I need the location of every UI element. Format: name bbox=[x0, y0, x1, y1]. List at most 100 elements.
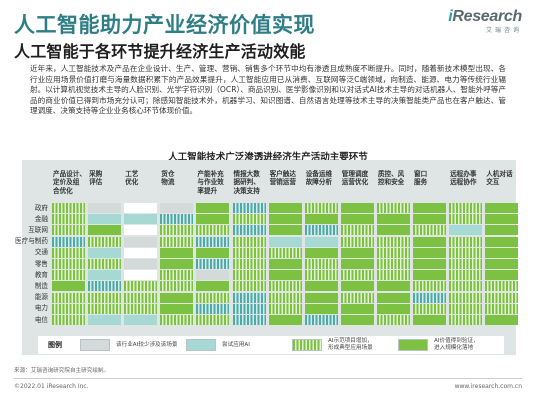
matrix-cell bbox=[160, 270, 194, 281]
matrix-cell bbox=[160, 247, 194, 258]
matrix-cell bbox=[232, 315, 266, 325]
matrix-cell bbox=[449, 292, 483, 303]
row-label: 金融 bbox=[34, 214, 48, 223]
column-header: 情报大数 据研判、 决策支持 bbox=[234, 170, 260, 195]
matrix-cell bbox=[413, 315, 446, 325]
footer-divider bbox=[14, 378, 522, 379]
matrix-cell bbox=[413, 247, 446, 258]
matrix-cell bbox=[340, 236, 374, 247]
matrix-cell bbox=[485, 281, 519, 292]
legend-swatch bbox=[80, 339, 110, 351]
matrix-cell bbox=[232, 225, 266, 236]
matrix-cell bbox=[449, 203, 483, 213]
matrix-cell bbox=[88, 236, 122, 247]
matrix-cell bbox=[485, 270, 519, 281]
matrix-cell bbox=[449, 259, 483, 269]
legend-swatch bbox=[292, 339, 322, 351]
matrix-cell bbox=[304, 292, 338, 303]
matrix-cell bbox=[376, 225, 410, 236]
matrix-cell bbox=[268, 236, 302, 247]
column-header: 工艺 优化 bbox=[125, 170, 138, 187]
matrix-cell bbox=[304, 259, 338, 269]
column-header-line: 控和安全 bbox=[377, 178, 405, 187]
matrix-cell bbox=[304, 214, 338, 225]
matrix-cell bbox=[376, 292, 410, 303]
matrix-cell bbox=[88, 214, 122, 225]
matrix-cell bbox=[196, 247, 230, 258]
matrix-cell bbox=[52, 292, 85, 303]
logo-i: i bbox=[448, 8, 453, 25]
chart-title: 人工智能技术广泛渗透进经济生产活动主要环节 bbox=[168, 152, 368, 163]
matrix-cell bbox=[160, 203, 194, 213]
matrix-cell bbox=[376, 259, 410, 269]
matrix-cell bbox=[340, 315, 374, 325]
matrix-cell bbox=[268, 292, 302, 303]
matrix-cell bbox=[304, 315, 338, 325]
column-header: 产能补充 与作业效 率提升 bbox=[197, 170, 223, 195]
matrix-cell bbox=[413, 270, 446, 281]
matrix-cell bbox=[232, 292, 266, 303]
row-label: 医疗与制药 bbox=[15, 237, 48, 246]
matrix-cell bbox=[413, 236, 446, 247]
matrix-cell bbox=[88, 203, 122, 213]
matrix-cell bbox=[485, 203, 519, 213]
row-label: 电力 bbox=[34, 304, 48, 313]
matrix-cell bbox=[52, 270, 85, 281]
matrix-cell bbox=[160, 225, 194, 236]
row-label: 电信 bbox=[34, 315, 48, 324]
matrix-cell bbox=[413, 214, 446, 225]
column-header: 货仓 物流 bbox=[161, 170, 174, 187]
matrix-cell bbox=[52, 259, 85, 269]
column-header-line: 远程办事 bbox=[450, 170, 477, 178]
column-header-line: 采购 bbox=[89, 170, 103, 178]
matrix-cell bbox=[449, 270, 483, 281]
row-label: 零售 bbox=[34, 259, 48, 268]
column-header-line: 货仓 bbox=[161, 170, 175, 178]
column-header-line: 情报大数 bbox=[233, 170, 260, 178]
matrix-cell bbox=[88, 225, 122, 236]
matrix-cell bbox=[52, 236, 85, 247]
column-header: 设备运维 故障分析 bbox=[306, 170, 332, 187]
matrix-cell bbox=[449, 281, 483, 292]
matrix-cell bbox=[449, 214, 483, 225]
matrix-cell bbox=[124, 303, 158, 314]
matrix-cell bbox=[485, 247, 519, 258]
matrix-cell bbox=[124, 203, 158, 213]
logo-subtitle: 艾瑞咨询 bbox=[485, 27, 522, 34]
column-header-line: 客户触达 bbox=[269, 170, 296, 178]
matrix-cell bbox=[52, 247, 85, 258]
matrix-cell bbox=[449, 236, 483, 247]
matrix-cell bbox=[88, 247, 122, 258]
matrix-cell bbox=[196, 236, 230, 247]
legend-swatch bbox=[186, 339, 216, 351]
matrix-cell bbox=[160, 214, 194, 225]
column-header: 管理调度 运营优化 bbox=[342, 170, 368, 187]
matrix-cell bbox=[376, 315, 410, 325]
matrix-cell bbox=[340, 203, 374, 213]
column-header-line: 决策支持 bbox=[233, 186, 260, 195]
column-header-line: 物流 bbox=[161, 178, 175, 187]
matrix-cell bbox=[268, 315, 302, 325]
legend-label: 该行业AI较少涉及该场景 bbox=[116, 342, 177, 349]
matrix-cell bbox=[485, 292, 519, 303]
column-header: 质控、风 控和安全 bbox=[378, 170, 404, 187]
sub-title: 人工智能于各环节提升经济生产活动效能 bbox=[14, 42, 306, 61]
matrix-cell bbox=[413, 225, 446, 236]
row-label: 制造 bbox=[34, 281, 48, 290]
matrix-cell bbox=[124, 315, 158, 325]
matrix-cell bbox=[268, 270, 302, 281]
matrix-cell bbox=[88, 315, 122, 325]
matrix-cell bbox=[88, 270, 122, 281]
matrix-cell bbox=[124, 281, 158, 292]
matrix-cell bbox=[160, 292, 194, 303]
matrix-cell bbox=[376, 270, 410, 281]
matrix-cell bbox=[304, 203, 338, 213]
matrix-cell bbox=[52, 303, 85, 314]
legend-label-line: 进入规模化落地 bbox=[434, 345, 474, 351]
matrix-cell bbox=[124, 225, 158, 236]
matrix-cell bbox=[232, 259, 266, 269]
column-header: 客户触达 营销运营 bbox=[270, 170, 296, 187]
column-header-line: 与作业效 bbox=[197, 178, 224, 187]
matrix-cell bbox=[340, 225, 374, 236]
matrix-cell bbox=[304, 236, 338, 247]
